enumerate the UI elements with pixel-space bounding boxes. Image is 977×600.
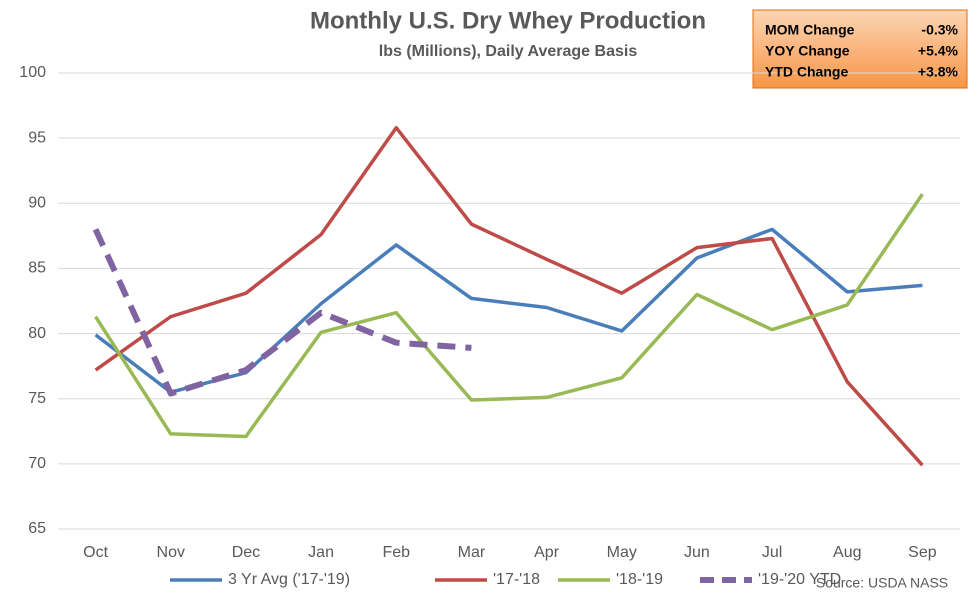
y-tick-label: 90 [28,195,46,212]
info-value: +3.8% [918,64,959,80]
info-value: +5.4% [918,43,959,59]
x-tick-label: Dec [232,544,260,561]
y-tick-label: 70 [28,455,46,472]
y-tick-label: 80 [28,325,46,342]
series-line [94,193,924,439]
series-line [92,228,472,397]
legend-label: '18-'19 [616,571,663,588]
info-box [752,9,968,89]
x-tick-label: Jun [684,544,710,561]
info-label: MOM Change [765,22,855,38]
x-tick-label: Nov [157,544,185,561]
y-tick-label: 75 [28,390,46,407]
chart-subtitle: lbs (Millions), Daily Average Basis [379,43,638,60]
series-line [94,227,923,394]
chart-title: Monthly U.S. Dry Whey Production [310,7,706,34]
y-tick-label: 100 [19,64,46,81]
series-line [94,125,924,467]
legend-label: '19-'20 YTD [758,571,841,588]
y-tick-label: 95 [28,129,46,146]
legend-label: '17-'18 [493,571,540,588]
x-tick-label: May [607,544,637,561]
y-tick-label: 85 [28,260,46,277]
y-tick-label: 65 [28,520,46,537]
x-tick-label: Jan [308,544,334,561]
x-tick-label: Oct [83,544,108,561]
source: Source: USDA NASS [816,575,948,591]
x-tick-label: Apr [534,544,560,561]
x-tick-label: Sep [908,544,937,561]
legend-label: 3 Yr Avg ('17-'19) [228,571,350,588]
info-value: -0.3% [921,22,958,38]
x-tick-label: Jul [762,544,782,561]
info-label: YOY Change [765,43,850,59]
x-tick-label: Aug [833,544,861,561]
info-label: YTD Change [765,64,848,80]
x-tick-label: Feb [382,544,410,561]
x-tick-label: Mar [458,544,486,561]
